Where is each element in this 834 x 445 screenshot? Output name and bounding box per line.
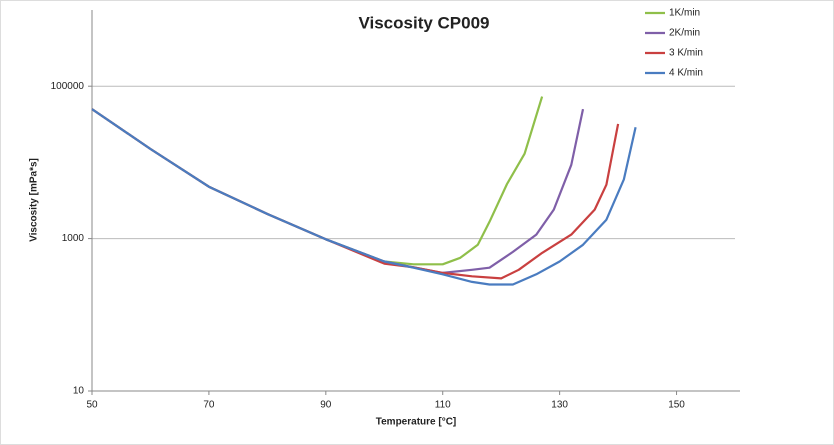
x-axis-label: Temperature [°C] [376,417,457,428]
legend-label: 1K/min [669,8,700,19]
x-tick-label: 130 [551,400,568,411]
legend-label: 3 K/min [669,48,703,59]
x-tick-label: 50 [86,400,98,411]
chart-title: Viscosity CP009 [358,13,489,32]
legend-label: 2K/min [669,28,700,39]
x-tick-label: 150 [668,400,685,411]
y-tick-label: 10 [73,386,85,397]
y-tick-label: 1000 [62,233,85,244]
y-tick-label: 100000 [51,81,85,92]
legend-label: 4 K/min [669,68,703,79]
x-tick-label: 110 [435,400,451,411]
x-tick-label: 70 [203,400,215,411]
x-tick-label: 90 [320,400,332,411]
y-axis-label: Viscosity [mPa*s] [29,158,40,242]
line-series [91,108,637,286]
